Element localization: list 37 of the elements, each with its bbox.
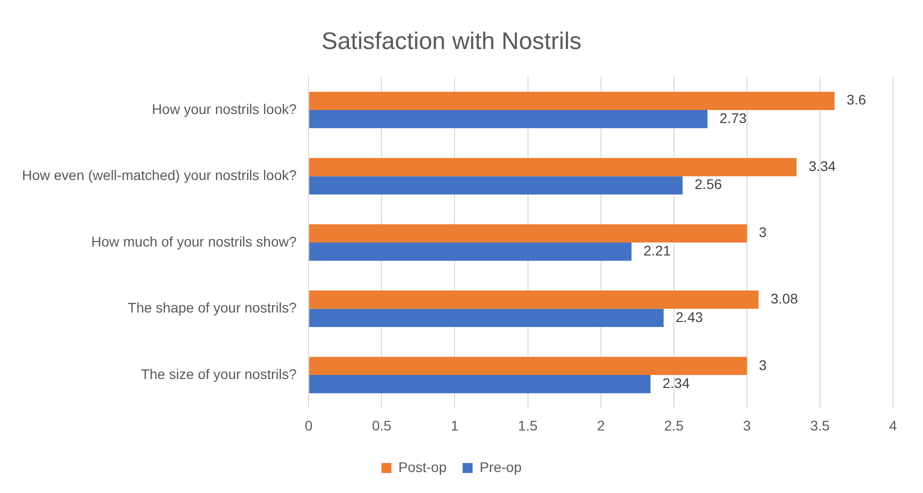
y-tick-label: The size of your nostrils? <box>141 366 297 382</box>
bar <box>309 224 747 242</box>
data-label: 2.34 <box>662 375 690 392</box>
bar <box>309 110 708 128</box>
y-tick-label: How even (well-matched) your nostrils look? <box>22 167 297 184</box>
x-tick-label: 3 <box>743 417 752 434</box>
data-label: 2.43 <box>676 308 704 325</box>
bar <box>309 308 664 328</box>
y-tick-label: How much of your nostrils show? <box>91 233 297 250</box>
data-label: 3.08 <box>770 290 798 307</box>
x-tick-label: 0 <box>304 417 313 434</box>
y-tick-label: The shape of your nostrils? <box>128 300 297 316</box>
bar <box>309 158 797 176</box>
data-label: 2.56 <box>694 176 722 192</box>
x-tick-label: 3.5 <box>810 417 830 434</box>
legend-label: Post-op <box>398 458 447 475</box>
data-label: 2.21 <box>644 242 671 258</box>
data-label: 3 <box>758 356 767 373</box>
x-tick-label: 2 <box>596 417 605 434</box>
bar <box>309 242 632 261</box>
bar <box>309 92 835 110</box>
bar <box>309 290 759 309</box>
bar <box>309 356 747 376</box>
bar <box>309 176 683 194</box>
x-tick-label: 1.5 <box>518 417 538 434</box>
data-label: 3.34 <box>808 158 836 174</box>
x-tick-label: 4 <box>889 417 898 434</box>
data-label: 2.73 <box>719 110 747 126</box>
x-tick-label: 2.5 <box>664 417 684 434</box>
x-tick-label: 0.5 <box>372 417 392 434</box>
y-tick-label: How your nostrils look? <box>152 100 297 117</box>
data-label: 3.6 <box>846 92 866 108</box>
data-label: 3 <box>758 224 767 240</box>
chart-title: Satisfaction with Nostrils <box>321 28 582 56</box>
legend-label: Pre-op <box>480 458 522 475</box>
bar <box>309 375 650 394</box>
x-tick-label: 1 <box>450 417 459 434</box>
